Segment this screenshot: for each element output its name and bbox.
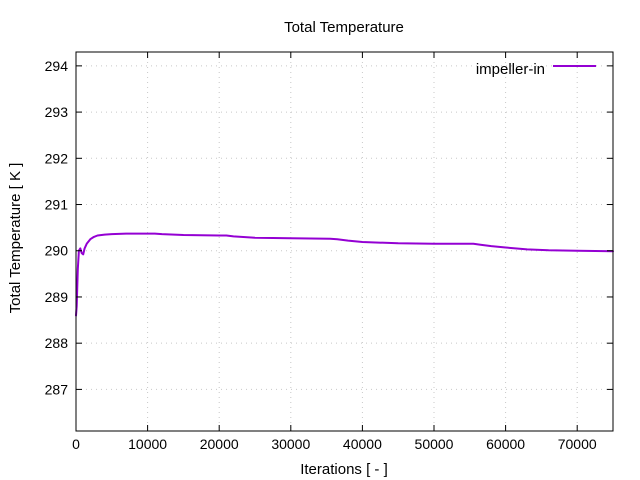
series-layer xyxy=(75,232,614,317)
x-tick-label: 0 xyxy=(72,436,80,452)
x-tick-label: 20000 xyxy=(200,436,239,452)
plot-frame xyxy=(75,51,614,432)
grid-lines xyxy=(75,52,613,431)
chart-title: Total Temperature xyxy=(284,19,404,36)
x-tick-label: 40000 xyxy=(343,436,382,452)
x-tick-label: 70000 xyxy=(558,436,597,452)
x-tick-label: 10000 xyxy=(128,436,167,452)
y-tick-label: 291 xyxy=(45,197,69,213)
x-axis-label: Iterations [ - ] xyxy=(300,461,388,478)
series-line-impeller-in xyxy=(75,232,614,317)
y-tick-label: 293 xyxy=(45,104,69,120)
legend: impeller-in xyxy=(476,61,596,78)
y-axis-label: Total Temperature [ K ] xyxy=(7,163,24,314)
legend-label-impeller-in: impeller-in xyxy=(476,61,545,78)
y-tick-label: 287 xyxy=(45,381,69,397)
y-tick-label: 294 xyxy=(45,58,69,74)
x-tick-label: 30000 xyxy=(271,436,310,452)
axis-ticks: 0 10000 20000 30000 40000 50000 60000 70000 287 2… xyxy=(45,52,613,452)
x-tick-label: 60000 xyxy=(486,436,525,452)
y-tick-label: 289 xyxy=(45,289,69,305)
x-tick-label: 50000 xyxy=(415,436,454,452)
y-tick-label: 292 xyxy=(45,150,69,166)
y-tick-label: 290 xyxy=(45,243,69,259)
y-tick-label: 288 xyxy=(45,335,69,351)
